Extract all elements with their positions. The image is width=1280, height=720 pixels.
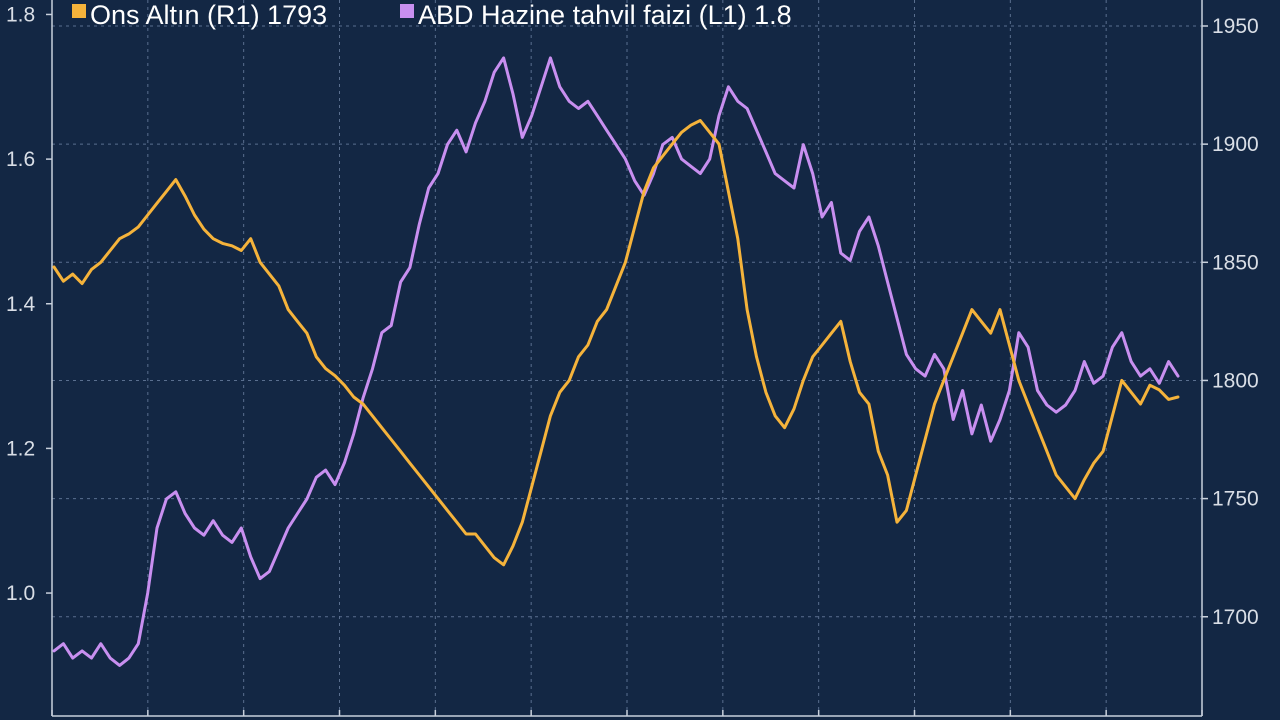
left-tick-label: 1.4 xyxy=(6,293,36,316)
legend-label: ABD Hazine tahvil faizi (L1) 1.8 xyxy=(418,0,792,30)
right-tick-label: 1800 xyxy=(1212,369,1259,392)
legend-swatch xyxy=(72,4,86,18)
right-tick-label: 1900 xyxy=(1212,133,1259,156)
legend: Ons Altın (R1) 1793 ABD Hazine tahvil fai… xyxy=(72,0,792,30)
grid-lines xyxy=(52,0,1202,716)
legend-label: Ons Altın (R1) 1793 xyxy=(90,0,327,30)
series-line-treasury-yield xyxy=(52,56,1180,667)
right-tick-label: 1750 xyxy=(1212,488,1259,511)
left-tick-label: 1.2 xyxy=(6,437,35,460)
axes: 1.0 1.2 1.4 1.6 1.8 1700 1750 1800 1850 1900 1950 xyxy=(6,0,1259,717)
series-line-gold-price xyxy=(52,119,1180,567)
right-tick-label: 1950 xyxy=(1212,15,1259,38)
right-tick-label: 1850 xyxy=(1212,251,1259,274)
right-tick-label: 1700 xyxy=(1212,606,1259,629)
left-tick-label: 1.0 xyxy=(6,582,35,605)
left-tick-label: 1.6 xyxy=(6,148,35,171)
left-tick-label: 1.8 xyxy=(6,3,35,26)
series-lines xyxy=(52,56,1180,667)
legend-swatch xyxy=(400,4,414,18)
